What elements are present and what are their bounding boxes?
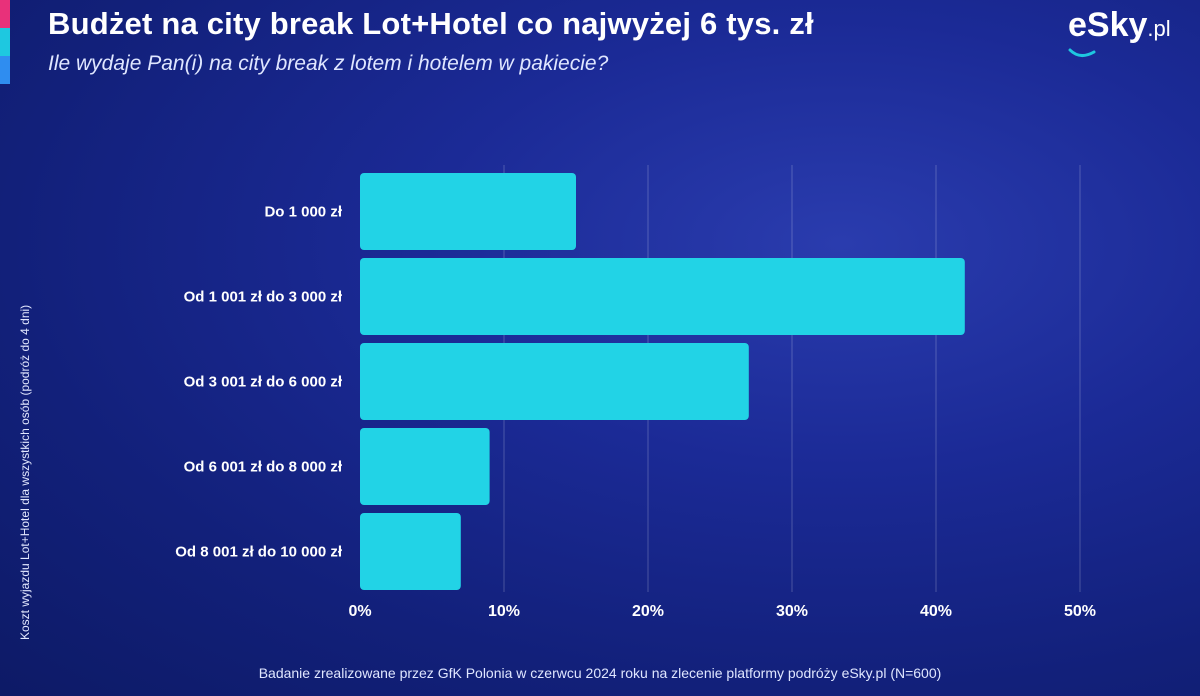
footnote: Badanie zrealizowane przez GfK Polonia w… [258, 665, 942, 681]
bar [360, 173, 576, 250]
stripe-pink [0, 0, 10, 28]
esky-logo: eSky.pl [1068, 6, 1171, 45]
bar [360, 513, 461, 590]
category-label: Od 3 001 zł do 6 000 zł [184, 374, 343, 391]
brand-stripes [0, 0, 10, 86]
category-label: Od 8 001 zł do 10 000 zł [175, 544, 343, 561]
stripe-blue [0, 56, 10, 84]
bar [360, 343, 749, 420]
logo-swoosh-icon [1068, 48, 1096, 57]
chart-title: Budżet na city break Lot+Hotel co najwyż… [48, 6, 814, 41]
logo-suffix: .pl [1147, 16, 1171, 41]
category-label: Od 1 001 zł do 3 000 zł [184, 289, 343, 306]
x-tick-labels: 0% 10% 20% 30% 40% 50% [348, 603, 1096, 620]
chart-subtitle: Ile wydaje Pan(i) na city break z lotem … [48, 52, 609, 75]
x-tick-label: 30% [776, 603, 808, 620]
stripe-cyan [0, 28, 10, 56]
x-tick-label: 0% [348, 603, 371, 620]
category-labels: Do 1 000 zł Od 1 001 zł do 3 000 zł Od 3 0… [175, 204, 343, 561]
x-tick-label: 10% [488, 603, 520, 620]
x-tick-label: 40% [920, 603, 952, 620]
category-label: Do 1 000 zł [264, 204, 342, 221]
bar [360, 258, 965, 335]
x-tick-label: 50% [1064, 603, 1096, 620]
category-label: Od 6 001 zł do 8 000 zł [184, 459, 343, 476]
x-tick-label: 20% [632, 603, 664, 620]
bars [360, 173, 965, 590]
logo-brand: eSky [1068, 6, 1148, 44]
bar [360, 428, 490, 505]
